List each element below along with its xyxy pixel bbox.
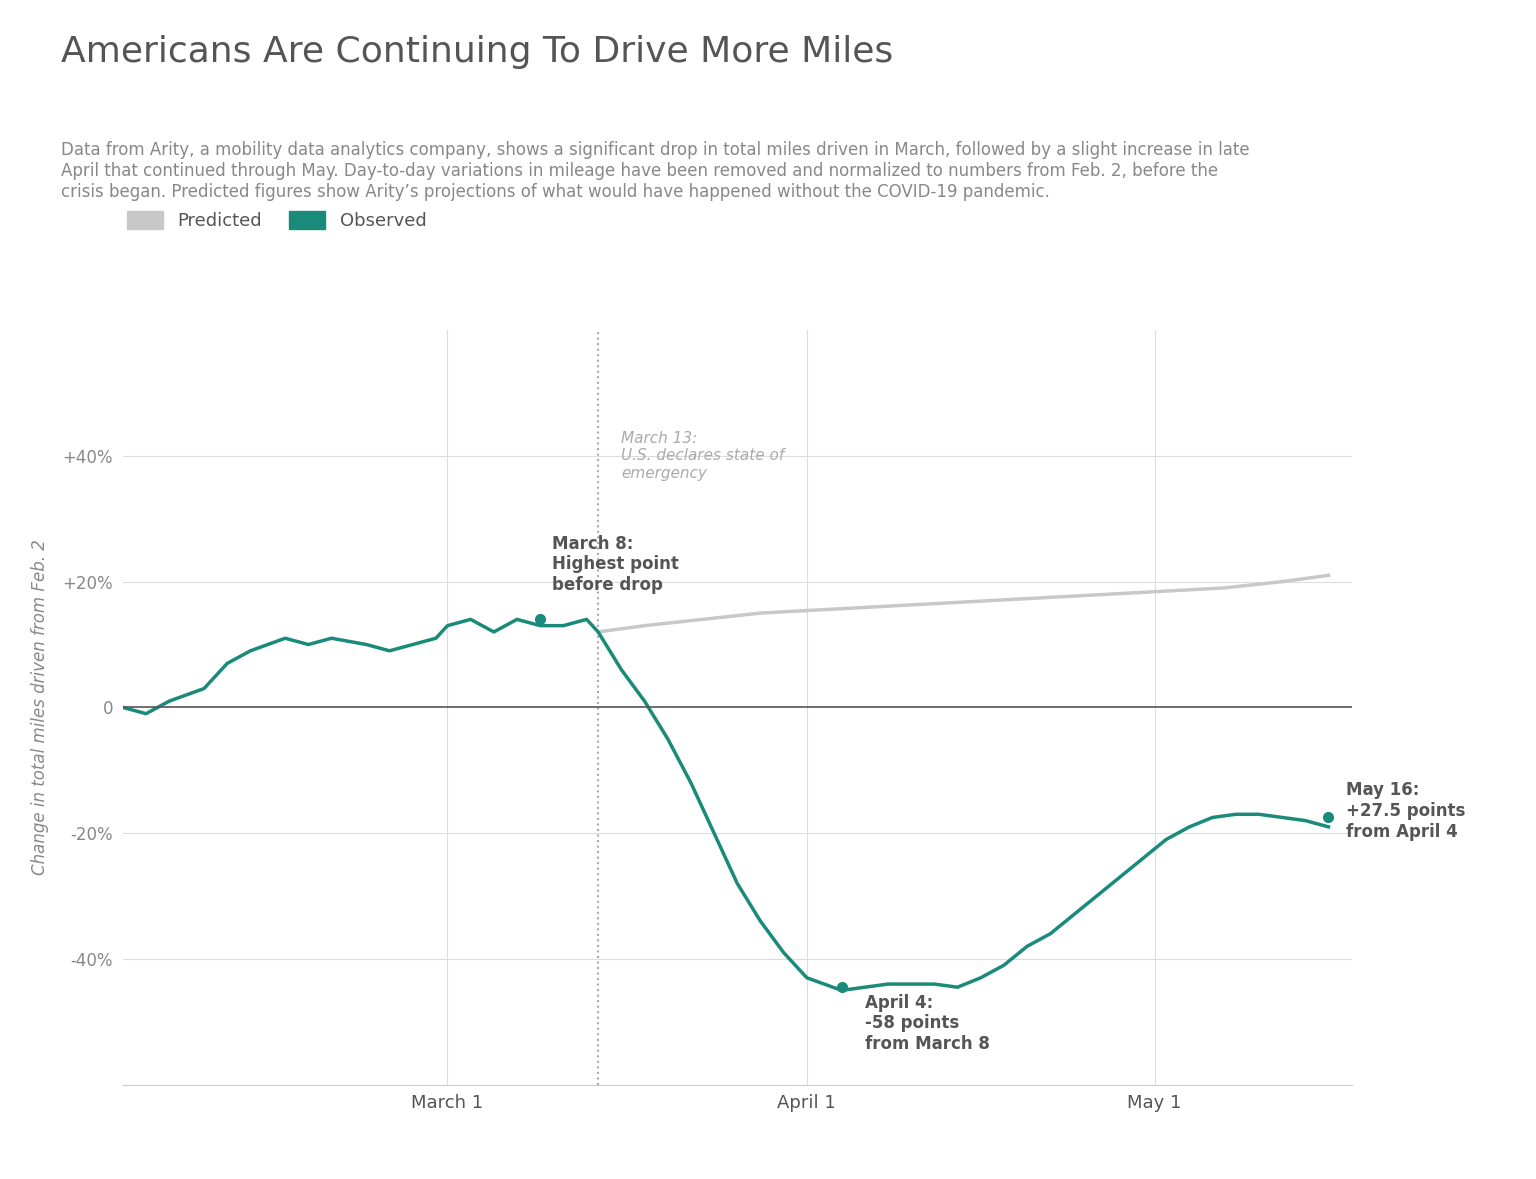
Legend: Predicted, Observed: Predicted, Observed [120,203,433,237]
Text: Americans Are Continuing To Drive More Miles: Americans Are Continuing To Drive More M… [61,35,894,70]
Text: Data from Arity, a mobility data analytics company, shows a significant drop in : Data from Arity, a mobility data analyti… [61,141,1250,202]
Text: April 4:
-58 points
from March 8: April 4: -58 points from March 8 [865,994,989,1053]
Text: March 8:
Highest point
before drop: March 8: Highest point before drop [551,534,679,594]
Text: March 13:
U.S. declares state of
emergency: March 13: U.S. declares state of emergen… [622,430,785,481]
Text: May 16:
+27.5 points
from April 4: May 16: +27.5 points from April 4 [1346,782,1465,841]
Y-axis label: Change in total miles driven from Feb. 2: Change in total miles driven from Feb. 2 [31,540,49,875]
